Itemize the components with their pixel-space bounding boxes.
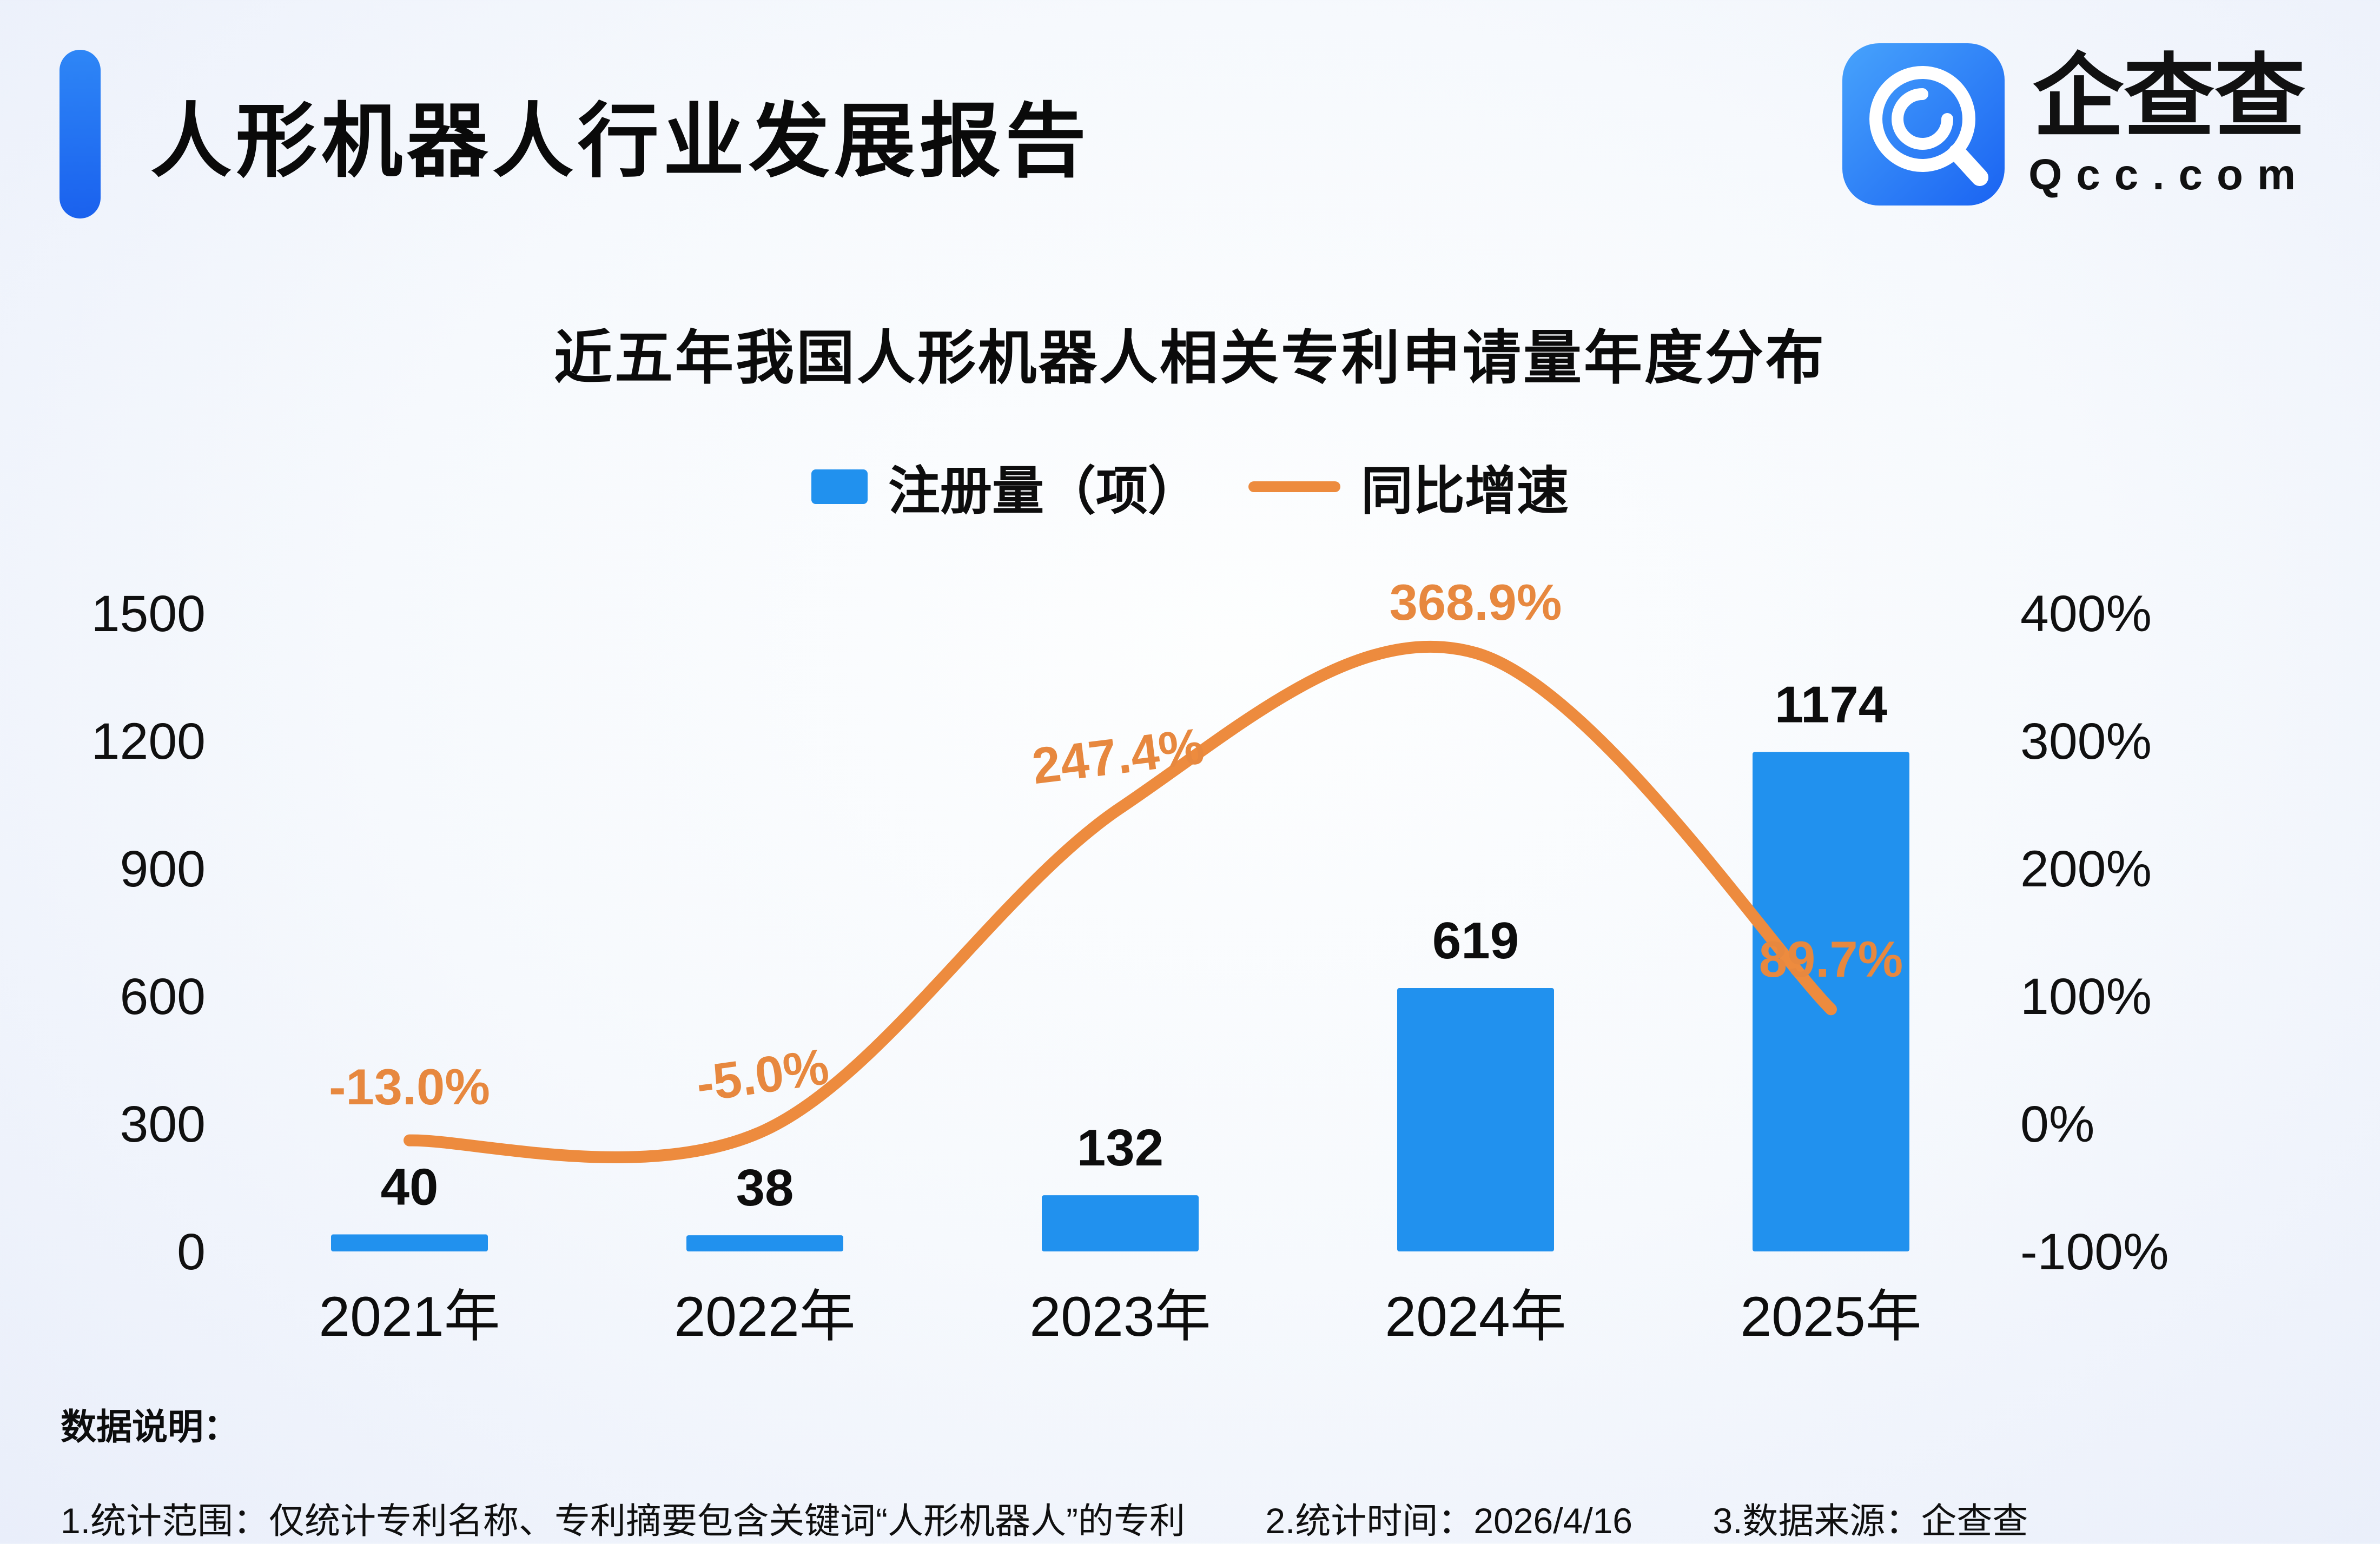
legend-item-line: 同比增速 [1248, 449, 1569, 524]
growth-rate-label: 368.9% [1390, 574, 1562, 631]
growth-rate-label: -13.0% [329, 1058, 490, 1115]
bar-2024年 [1397, 988, 1554, 1251]
brand-domain: Qcc.com [2028, 150, 2310, 199]
bar-2022年 [686, 1235, 843, 1251]
footer-notes-line: 1.统计范围：仅统计专利名称、专利摘要包含关键词“人形机器人”的专利 2.统计时… [61, 1492, 2098, 1544]
line-series-swatch [1248, 481, 1340, 492]
footer-label: 数据说明： [61, 1407, 239, 1447]
left-axis-tick-label: 1200 [91, 713, 206, 770]
title-accent-bar [60, 50, 101, 218]
growth-rate-label: 89.7% [1759, 931, 1903, 988]
left-axis-tick-label: 300 [120, 1096, 206, 1153]
footer-note-source: 3.数据来源：企查查 [1713, 1501, 2028, 1541]
bar-value-label: 40 [381, 1158, 439, 1216]
bar-series-label: 注册量（项） [888, 462, 1200, 520]
chart-legend: 注册量（项） 同比增速 [0, 449, 2380, 524]
right-axis-tick-label: 200% [2020, 840, 2152, 898]
footer-note-date: 2.统计时间：2026/4/16 [1265, 1501, 1633, 1541]
bar-value-label: 132 [1077, 1119, 1163, 1177]
qcc-logo-icon [1842, 43, 2005, 206]
left-axis-tick-label: 600 [120, 968, 206, 1025]
x-axis-category-label: 2021年 [319, 1285, 500, 1348]
right-axis-tick-label: 100% [2020, 968, 2152, 1025]
growth-line [404, 640, 1837, 1163]
footer-notes-block: 数据说明： 1.统计范围：仅统计专利名称、专利摘要包含关键词“人形机器人”的专利… [61, 1398, 2098, 1544]
report-header: 人形机器人行业发展报告 [60, 50, 1090, 218]
bar-value-label: 619 [1432, 912, 1519, 970]
legend-item-bars: 注册量（项） [811, 449, 1200, 524]
brand-name: 企查查 [2033, 45, 2306, 148]
left-axis-tick-label: 1500 [91, 585, 206, 642]
left-axis-tick-label: 900 [120, 840, 206, 898]
bar-value-label: 1174 [1775, 675, 1887, 733]
right-axis-tick-label: 400% [2020, 585, 2152, 642]
line-series-label: 同比增速 [1361, 462, 1569, 520]
chart-title: 近五年我国人形机器人相关专利申请量年度分布 [553, 325, 1826, 390]
footer-note-scope: 1.统计范围：仅统计专利名称、专利摘要包含关键词“人形机器人”的专利 [61, 1501, 1185, 1541]
qcc-logo-text: 企查查 Qcc.com [2028, 49, 2310, 200]
x-axis-category-label: 2022年 [674, 1285, 855, 1348]
qcc-logo: 企查查 Qcc.com [1842, 43, 2310, 206]
right-axis-tick-label: 0% [2020, 1096, 2094, 1153]
bar-series-swatch [811, 469, 868, 504]
bar-2021年 [331, 1234, 488, 1251]
bar-2023年 [1042, 1195, 1199, 1251]
page-title: 人形机器人行业发展报告 [150, 95, 1091, 187]
x-axis-category-label: 2025年 [1740, 1285, 1921, 1348]
right-axis-tick-label: 300% [2020, 713, 2152, 770]
growth-rate-label: 247.4% [1029, 717, 1207, 794]
x-axis-category-label: 2023年 [1029, 1285, 1211, 1348]
right-axis-tick-label: -100% [2020, 1223, 2169, 1281]
bar-value-label: 38 [736, 1159, 794, 1217]
x-axis-category-label: 2024年 [1385, 1285, 1566, 1348]
left-axis-tick-label: 0 [177, 1223, 206, 1281]
